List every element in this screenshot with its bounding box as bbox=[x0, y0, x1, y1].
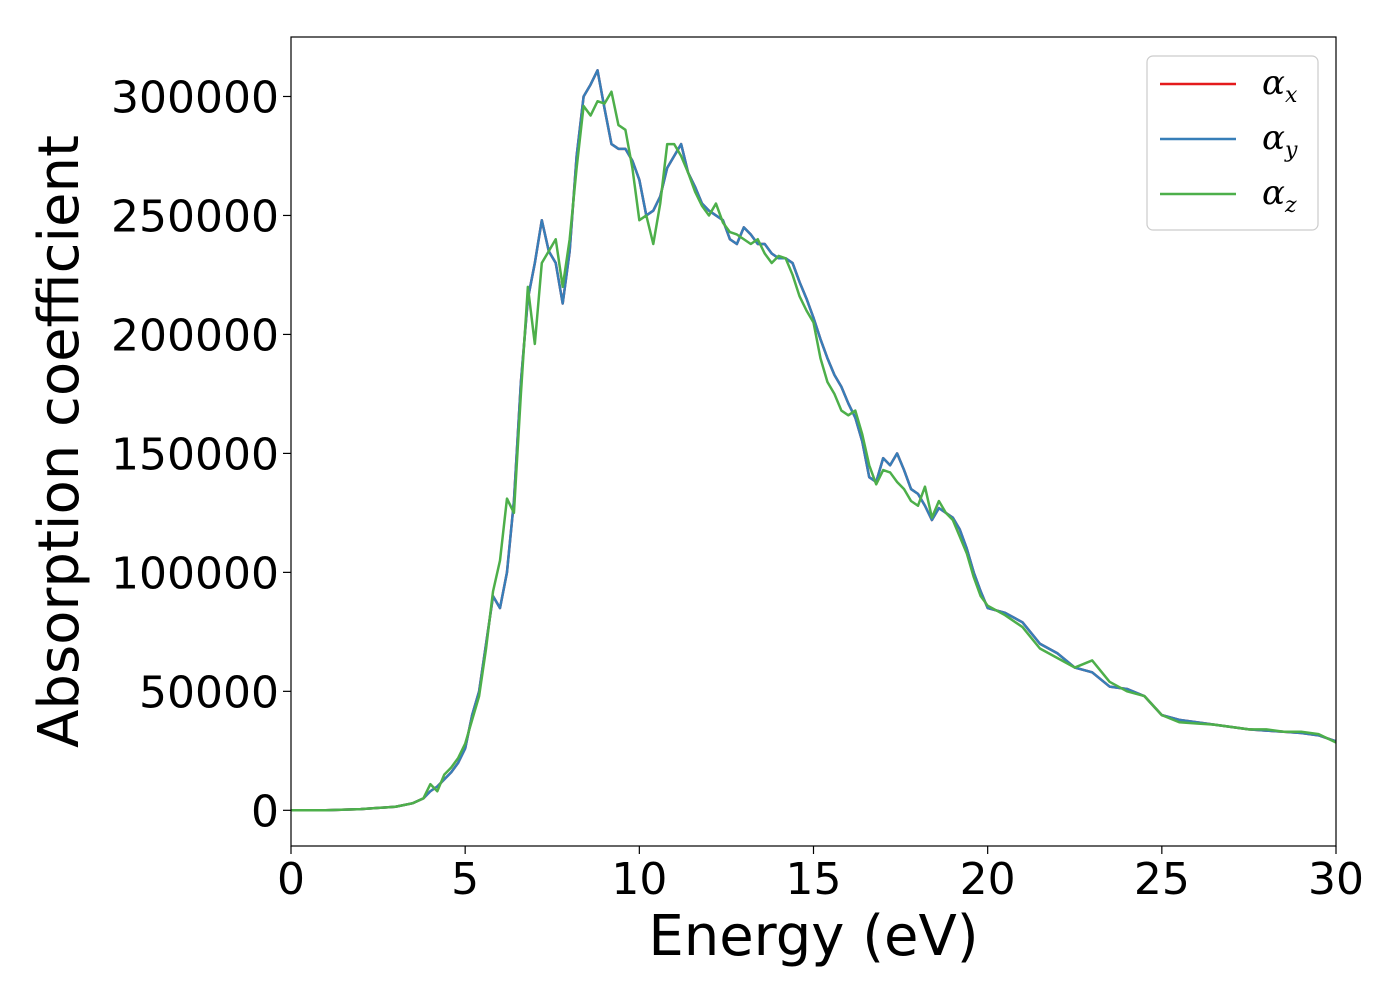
x-axis-ticks: 0 5 10 15 20 25 30 bbox=[277, 846, 1364, 905]
x-tick-label: 15 bbox=[786, 854, 842, 905]
x-axis-label: Energy (eV) bbox=[648, 904, 978, 969]
series-layer bbox=[291, 69, 1337, 812]
series-line-y bbox=[291, 69, 1337, 812]
x-tick-label: 20 bbox=[960, 854, 1016, 905]
x-tick-label: 0 bbox=[277, 854, 305, 905]
x-tick-label: 10 bbox=[611, 854, 667, 905]
x-tick-label: 25 bbox=[1134, 854, 1190, 905]
y-tick-label: 50000 bbox=[139, 667, 279, 718]
y-tick-label: 100000 bbox=[111, 548, 279, 599]
y-tick-label: 0 bbox=[251, 786, 279, 837]
legend-frame bbox=[1146, 55, 1319, 231]
y-tick-label: 300000 bbox=[111, 72, 279, 123]
x-tick-label: 30 bbox=[1308, 854, 1364, 905]
legend-label-z: αz bbox=[1262, 173, 1297, 218]
x-tick-label: 5 bbox=[451, 854, 479, 905]
y-axis-label: Absorption coefficient bbox=[27, 135, 92, 748]
series-line-z bbox=[291, 90, 1337, 812]
y-axis-ticks: 0 50000 100000 150000 200000 250000 300000 bbox=[111, 72, 291, 837]
y-tick-label: 200000 bbox=[111, 310, 279, 361]
y-tick-label: 150000 bbox=[111, 429, 279, 480]
y-tick-label: 250000 bbox=[111, 191, 279, 242]
